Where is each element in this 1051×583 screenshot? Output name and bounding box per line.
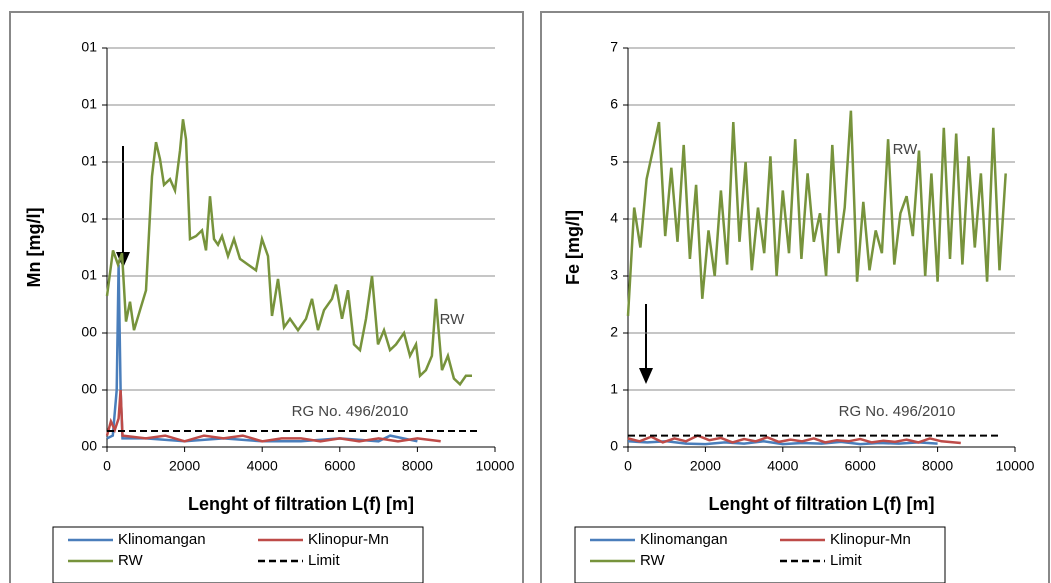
x-tick-label: 2000 <box>169 458 200 474</box>
y-tick-label: 6 <box>610 96 618 112</box>
x-tick-label: 6000 <box>324 458 355 474</box>
panel-frame <box>540 11 1050 583</box>
arrow-head <box>639 368 653 384</box>
legend-label: RW <box>640 552 666 569</box>
annotation: RG No. 496/2010 <box>839 403 956 420</box>
x-tick-label: 4000 <box>247 458 278 474</box>
y-tick-label: 5 <box>610 153 618 169</box>
y-tick-label: 00 <box>81 381 97 397</box>
x-tick-label: 8000 <box>402 458 433 474</box>
x-tick-label: 0 <box>624 458 632 474</box>
y-tick-label: 0 <box>610 438 618 454</box>
series-line <box>105 119 472 387</box>
series-line <box>626 110 1007 316</box>
y-tick-label: 2 <box>610 324 618 340</box>
y-tick-label: 01 <box>81 210 97 226</box>
panel-frame <box>9 11 524 583</box>
legend-label: Limit <box>830 552 863 569</box>
legend-label: Klinopur-Mn <box>830 531 911 548</box>
legend-label: Klinopur-Mn <box>308 531 389 548</box>
x-tick-label: 8000 <box>922 458 953 474</box>
legend-label: Limit <box>308 552 341 569</box>
y-tick-label: 7 <box>610 39 618 55</box>
y-tick-label: 01 <box>81 39 97 55</box>
y-tick-label: 00 <box>81 438 97 454</box>
y-tick-label: 01 <box>81 153 97 169</box>
x-tick-label: 0 <box>103 458 111 474</box>
y-tick-label: 01 <box>81 267 97 283</box>
annotation: RW <box>440 311 466 328</box>
legend-label: Klinomangan <box>640 531 728 548</box>
x-axis-label: Lenght of filtration L(f) [m] <box>709 494 935 514</box>
y-tick-label: 3 <box>610 267 618 283</box>
legend-label: RW <box>118 552 144 569</box>
y-tick-label: 1 <box>610 381 618 397</box>
x-tick-label: 10000 <box>476 458 515 474</box>
legend-box <box>574 526 946 583</box>
series-line <box>627 434 961 445</box>
x-tick-label: 6000 <box>845 458 876 474</box>
y-tick-label: 4 <box>610 210 618 226</box>
y-tick-label: 00 <box>81 324 97 340</box>
y-axis-label: Mn [mg/l] <box>24 208 44 288</box>
series-line <box>105 389 441 443</box>
x-tick-label: 10000 <box>996 458 1035 474</box>
series-line <box>627 440 938 446</box>
legend-box <box>52 526 424 583</box>
annotation: RG No. 496/2010 <box>292 403 409 420</box>
y-tick-label: 01 <box>81 96 97 112</box>
legend-label: Klinomangan <box>118 531 206 548</box>
y-axis-label: Fe [mg/l] <box>563 210 583 285</box>
x-tick-label: 4000 <box>767 458 798 474</box>
x-axis-label: Lenght of filtration L(f) [m] <box>188 494 414 514</box>
x-tick-label: 2000 <box>690 458 721 474</box>
annotation: RW <box>893 141 919 158</box>
